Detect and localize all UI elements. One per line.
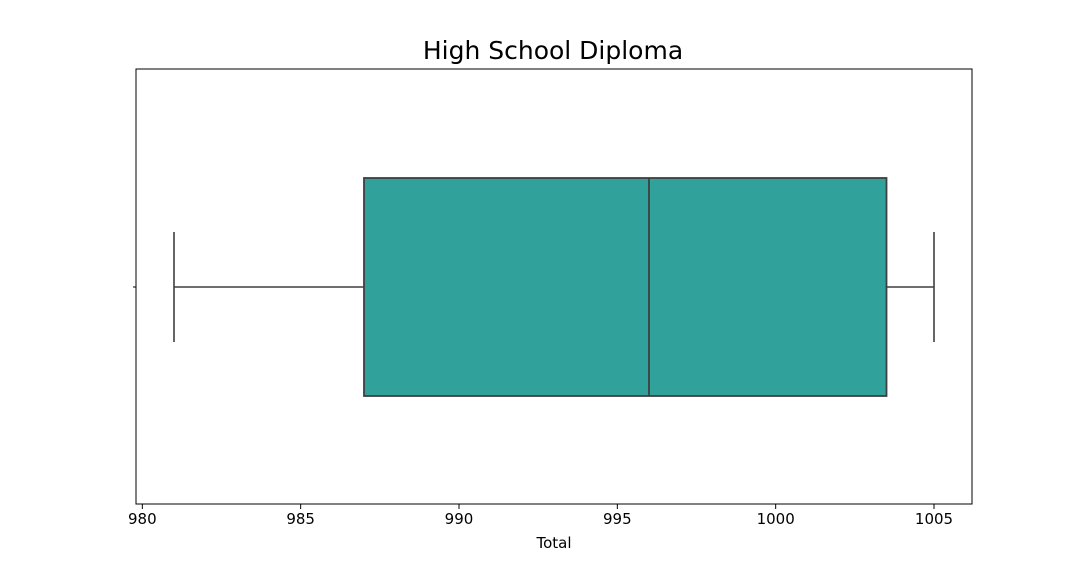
chart-title: High School Diploma [423, 36, 683, 65]
x-tick-label: 980 [128, 510, 157, 528]
box-plot-series [173, 177, 935, 397]
x-tick-label: 985 [286, 510, 315, 528]
x-tick-label: 1005 [915, 510, 953, 528]
x-axis-ticks: 980 985 990 995 1000 1005 [128, 504, 953, 528]
x-tick-label: 1000 [757, 510, 795, 528]
x-tick-label: 995 [603, 510, 632, 528]
x-tick-label: 990 [445, 510, 474, 528]
interquartile-box [363, 177, 888, 397]
x-axis-label: Total [535, 534, 571, 552]
